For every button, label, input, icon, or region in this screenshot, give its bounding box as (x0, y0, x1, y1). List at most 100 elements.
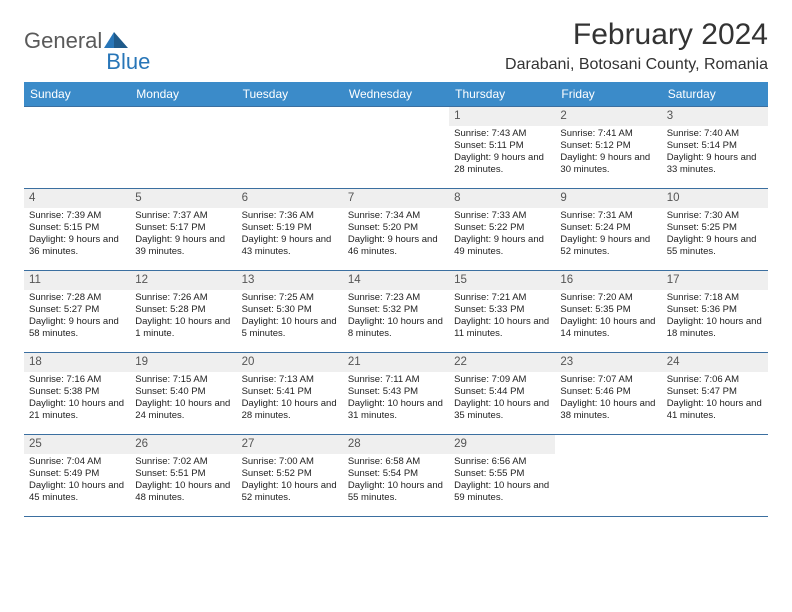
day-cell: 6Sunrise: 7:36 AMSunset: 5:19 PMDaylight… (237, 189, 343, 271)
day-cell: 9Sunrise: 7:31 AMSunset: 5:24 PMDaylight… (555, 189, 661, 271)
day-info: Sunrise: 6:58 AMSunset: 5:54 PMDaylight:… (348, 456, 444, 505)
day-cell: 10Sunrise: 7:30 AMSunset: 5:25 PMDayligh… (662, 189, 768, 271)
day-info: Sunrise: 7:37 AMSunset: 5:17 PMDaylight:… (135, 210, 231, 259)
day-number: 16 (555, 271, 661, 290)
day-cell: 7Sunrise: 7:34 AMSunset: 5:20 PMDaylight… (343, 189, 449, 271)
day-cell: 3Sunrise: 7:40 AMSunset: 5:14 PMDaylight… (662, 107, 768, 189)
daylight-text: Daylight: 9 hours and 30 minutes. (560, 152, 656, 176)
daylight-text: Daylight: 9 hours and 55 minutes. (667, 234, 763, 258)
week-row: 11 Sunrise: 7:28 AMSunset: 5:27 PMDayligh… (24, 271, 768, 353)
sunset-text: Sunset: 5:17 PM (135, 222, 231, 234)
daylight-text: Daylight: 10 hours and 11 minutes. (454, 316, 550, 340)
daylight-text: Daylight: 9 hours and 49 minutes. (454, 234, 550, 258)
day-info: Sunrise: 7:13 AMSunset: 5:41 PMDaylight:… (242, 374, 338, 423)
day-cell: 4Sunrise: 7:39 AMSunset: 5:15 PMDaylight… (24, 189, 130, 271)
day-number: 4 (24, 189, 130, 208)
sunset-text: Sunset: 5:30 PM (242, 304, 338, 316)
day-number: 14 (343, 271, 449, 290)
day-number: 22 (449, 353, 555, 372)
day-info: Sunrise: 7:26 AMSunset: 5:28 PMDaylight:… (135, 292, 231, 341)
day-cell: 18Sunrise: 7:16 AMSunset: 5:38 PMDayligh… (24, 353, 130, 435)
day-cell (343, 107, 449, 189)
day-number: 6 (237, 189, 343, 208)
header-saturday: Saturday (662, 82, 768, 107)
sunrise-text: Sunrise: 7:43 AM (454, 128, 550, 140)
day-info: Sunrise: 6:56 AMSunset: 5:55 PMDaylight:… (454, 456, 550, 505)
daylight-text: Daylight: 10 hours and 41 minutes. (667, 398, 763, 422)
daylight-text: Daylight: 10 hours and 8 minutes. (348, 316, 444, 340)
day-cell: 15Sunrise: 7:21 AMSunset: 5:33 PMDayligh… (449, 271, 555, 353)
sunset-text: Sunset: 5:35 PM (560, 304, 656, 316)
day-number: 11 (24, 271, 130, 290)
day-info: Sunrise: 7:16 AMSunset: 5:38 PMDaylight:… (29, 374, 125, 423)
day-info: Sunrise: 7:28 AMSunset: 5:27 PMDaylight:… (29, 292, 125, 341)
day-cell: 28Sunrise: 6:58 AMSunset: 5:54 PMDayligh… (343, 435, 449, 517)
sunrise-text: Sunrise: 7:25 AM (242, 292, 338, 304)
week-row: 4Sunrise: 7:39 AMSunset: 5:15 PMDaylight… (24, 189, 768, 271)
sunset-text: Sunset: 5:38 PM (29, 386, 125, 398)
sunrise-text: Sunrise: 7:20 AM (560, 292, 656, 304)
sunset-text: Sunset: 5:51 PM (135, 468, 231, 480)
week-row: 1Sunrise: 7:43 AMSunset: 5:11 PMDaylight… (24, 107, 768, 189)
day-info: Sunrise: 7:20 AMSunset: 5:35 PMDaylight:… (560, 292, 656, 341)
header-tuesday: Tuesday (237, 82, 343, 107)
title-block: February 2024 Darabani, Botosani County,… (505, 18, 768, 74)
daylight-text: Daylight: 9 hours and 46 minutes. (348, 234, 444, 258)
day-cell: 23Sunrise: 7:07 AMSunset: 5:46 PMDayligh… (555, 353, 661, 435)
sunrise-text: Sunrise: 6:56 AM (454, 456, 550, 468)
sunrise-text: Sunrise: 7:13 AM (242, 374, 338, 386)
day-info: Sunrise: 7:41 AMSunset: 5:12 PMDaylight:… (560, 128, 656, 177)
sunrise-text: Sunrise: 7:11 AM (348, 374, 444, 386)
sunrise-text: Sunrise: 7:30 AM (667, 210, 763, 222)
sunset-text: Sunset: 5:41 PM (242, 386, 338, 398)
day-cell: 11 Sunrise: 7:28 AMSunset: 5:27 PMDayligh… (24, 271, 130, 353)
daylight-text: Daylight: 9 hours and 43 minutes. (242, 234, 338, 258)
day-number: 9 (555, 189, 661, 208)
daylight-text: Daylight: 9 hours and 39 minutes. (135, 234, 231, 258)
day-cell (662, 435, 768, 517)
day-number: 12 (130, 271, 236, 290)
logo: General Blue (24, 18, 150, 64)
daylight-text: Daylight: 10 hours and 55 minutes. (348, 480, 444, 504)
sunset-text: Sunset: 5:27 PM (29, 304, 125, 316)
daylight-text: Daylight: 9 hours and 28 minutes. (454, 152, 550, 176)
day-info: Sunrise: 7:25 AMSunset: 5:30 PMDaylight:… (242, 292, 338, 341)
daylight-text: Daylight: 10 hours and 5 minutes. (242, 316, 338, 340)
sunrise-text: Sunrise: 7:06 AM (667, 374, 763, 386)
day-cell: 24Sunrise: 7:06 AMSunset: 5:47 PMDayligh… (662, 353, 768, 435)
header-friday: Friday (555, 82, 661, 107)
day-cell: 20 Sunrise: 7:13 AMSunset: 5:41 PMDayligh… (237, 353, 343, 435)
day-info: Sunrise: 7:30 AMSunset: 5:25 PMDaylight:… (667, 210, 763, 259)
day-number: 20 (237, 353, 343, 372)
sunset-text: Sunset: 5:52 PM (242, 468, 338, 480)
day-number: 29 (449, 435, 555, 454)
daylight-text: Daylight: 10 hours and 31 minutes. (348, 398, 444, 422)
sunset-text: Sunset: 5:40 PM (135, 386, 231, 398)
day-info: Sunrise: 7:15 AMSunset: 5:40 PMDaylight:… (135, 374, 231, 423)
daylight-text: Daylight: 9 hours and 58 minutes. (29, 316, 125, 340)
day-info: Sunrise: 7:34 AMSunset: 5:20 PMDaylight:… (348, 210, 444, 259)
day-number: 23 (555, 353, 661, 372)
sunrise-text: Sunrise: 7:26 AM (135, 292, 231, 304)
sunrise-text: Sunrise: 7:09 AM (454, 374, 550, 386)
sunset-text: Sunset: 5:32 PM (348, 304, 444, 316)
sunset-text: Sunset: 5:49 PM (29, 468, 125, 480)
day-number: 21 (343, 353, 449, 372)
day-number: 5 (130, 189, 236, 208)
day-number: 24 (662, 353, 768, 372)
day-cell: 8Sunrise: 7:33 AMSunset: 5:22 PMDaylight… (449, 189, 555, 271)
day-info: Sunrise: 7:40 AMSunset: 5:14 PMDaylight:… (667, 128, 763, 177)
day-cell: 21Sunrise: 7:11 AMSunset: 5:43 PMDayligh… (343, 353, 449, 435)
daylight-text: Daylight: 10 hours and 52 minutes. (242, 480, 338, 504)
calendar-table: Sunday Monday Tuesday Wednesday Thursday… (24, 82, 768, 517)
day-cell: 2Sunrise: 7:41 AMSunset: 5:12 PMDaylight… (555, 107, 661, 189)
sunrise-text: Sunrise: 7:36 AM (242, 210, 338, 222)
sunrise-text: Sunrise: 7:39 AM (29, 210, 125, 222)
day-cell: 12 Sunrise: 7:26 AMSunset: 5:28 PMDayligh… (130, 271, 236, 353)
day-info: Sunrise: 7:21 AMSunset: 5:33 PMDaylight:… (454, 292, 550, 341)
day-number: 26 (130, 435, 236, 454)
logo-text-blue: Blue (106, 49, 150, 75)
sunrise-text: Sunrise: 7:40 AM (667, 128, 763, 140)
day-cell: 19Sunrise: 7:15 AMSunset: 5:40 PMDayligh… (130, 353, 236, 435)
calendar-body: 1Sunrise: 7:43 AMSunset: 5:11 PMDaylight… (24, 107, 768, 517)
